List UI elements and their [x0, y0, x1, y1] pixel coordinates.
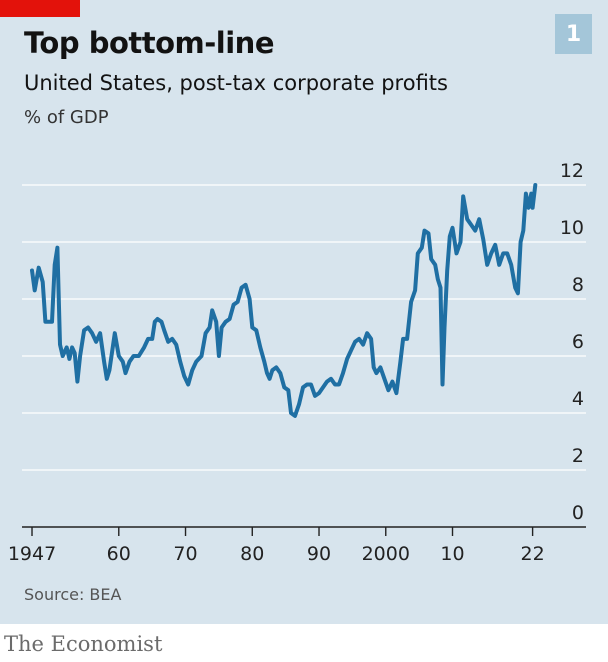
chart-subtitle: United States, post-tax corporate profit…: [24, 71, 448, 95]
x-tick-label: 2000: [362, 543, 410, 565]
publisher-brand: The Economist: [4, 632, 163, 656]
chart-unit-label: % of GDP: [24, 107, 109, 128]
y-tick-label: 12: [560, 160, 584, 182]
x-tick-label: 22: [521, 543, 545, 565]
y-tick-label: 8: [572, 274, 584, 296]
source-note: Source: BEA: [24, 585, 122, 604]
y-tick-label: 10: [560, 217, 584, 239]
line-chart: 0 2 4 6 8 10 12 1947 60 70 80 90 2000 10 22: [8, 160, 586, 565]
x-tick-label: 70: [173, 543, 197, 565]
profits-series-line: [30, 183, 538, 418]
y-tick-label: 4: [572, 388, 584, 410]
economist-red-tag: [0, 0, 80, 17]
x-tick-label: 80: [240, 543, 264, 565]
y-tick-label: 2: [572, 445, 584, 467]
x-tick-label: 1947: [8, 543, 56, 565]
x-tick-label: 60: [107, 543, 131, 565]
y-tick-label: 0: [572, 502, 584, 524]
chart-title: Top bottom-line: [24, 26, 275, 60]
x-tick-label: 90: [307, 543, 331, 565]
chart-panel: [0, 0, 608, 624]
y-tick-label: 6: [572, 331, 584, 353]
chart-number-badge: 1: [555, 14, 592, 54]
x-tick-label: 10: [440, 543, 464, 565]
